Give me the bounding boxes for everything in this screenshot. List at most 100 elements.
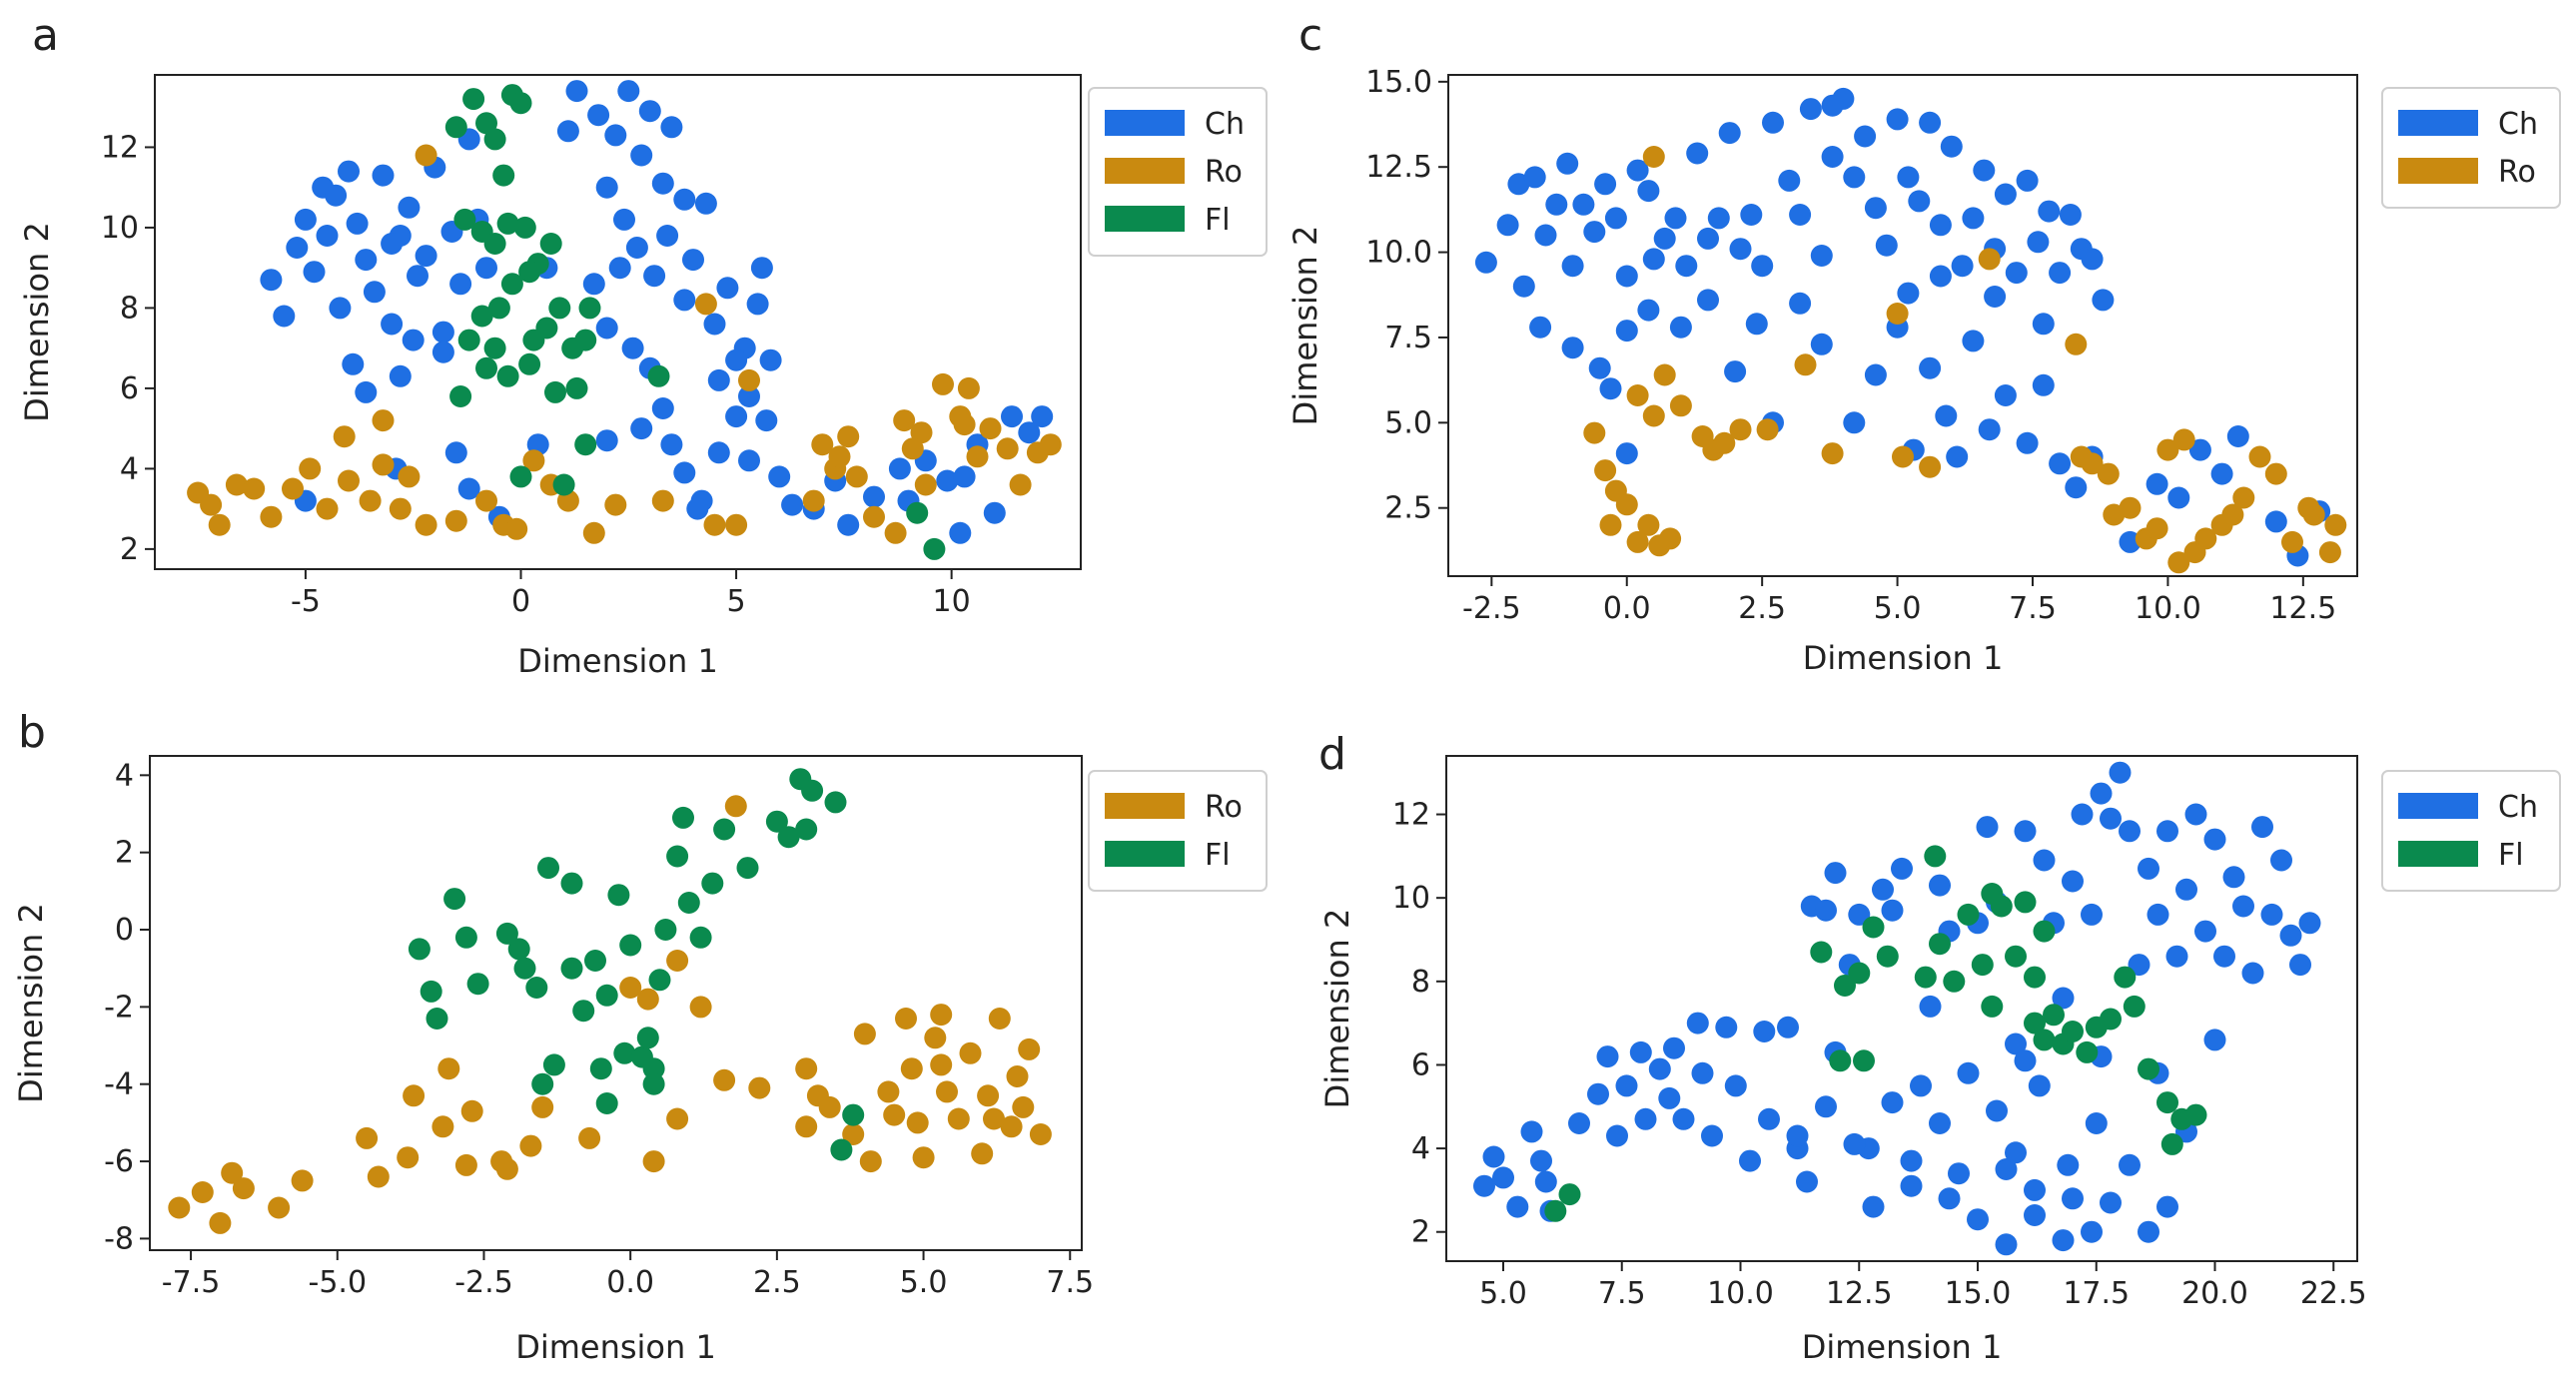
scatter-point-ch: [1724, 1074, 1747, 1097]
scatter-point-ro: [932, 372, 954, 395]
scatter-point-ro: [191, 1181, 214, 1203]
scatter-point-ro: [333, 425, 356, 448]
scatter-point-fl: [518, 261, 541, 284]
scatter-point-ch: [1815, 899, 1837, 922]
scatter-point-ch: [1751, 255, 1774, 278]
scatter-point-fl: [1929, 933, 1951, 956]
scatter-point-ch: [1520, 1120, 1543, 1143]
scatter-point-ch: [1810, 245, 1833, 267]
scatter-point-fl: [824, 791, 847, 814]
scatter-point-ro: [983, 1107, 1005, 1130]
scatter-point-fl: [689, 926, 712, 949]
y-tick-label: 8: [120, 291, 139, 326]
scatter-point-ro: [859, 1150, 882, 1173]
scatter-point-ch: [1715, 1016, 1738, 1038]
scatter-point-fl: [654, 919, 677, 941]
scatter-point-ro: [795, 1057, 818, 1080]
scatter-point-ch: [2298, 912, 2321, 935]
scatter-point-ch: [1637, 180, 1660, 203]
legend-swatch-ro: [1105, 793, 1185, 819]
scatter-point-ch: [1599, 377, 1622, 400]
scatter-point-ro: [359, 489, 382, 512]
scatter-point-fl: [457, 329, 480, 351]
scatter-point-ch: [1561, 255, 1584, 278]
panel-letter: d: [1318, 729, 1346, 780]
scatter-point-fl: [906, 501, 929, 524]
scatter-point-ro: [200, 493, 223, 516]
scatter-point-ro: [316, 497, 339, 520]
scatter-point-ch: [694, 192, 717, 215]
scatter-point-ch: [582, 273, 605, 296]
scatter-point-ro: [1583, 421, 1606, 444]
scatter-point-ro: [651, 489, 674, 512]
scatter-point-fl: [619, 934, 642, 957]
scatter-point-ch: [2232, 895, 2254, 918]
scatter-point-ch: [953, 465, 976, 488]
x-tick-label: -2.5: [454, 1265, 513, 1300]
scatter-point-ch: [2016, 169, 2039, 192]
legend-swatch-ch: [2398, 793, 2478, 819]
scatter-point-ch: [1637, 299, 1660, 322]
scatter-point-ro: [232, 1177, 255, 1200]
scatter-point-fl: [1558, 1183, 1581, 1206]
scatter-point-ro: [877, 1080, 900, 1103]
scatter-point-ch: [2059, 204, 2082, 226]
scatter-point-ch: [1919, 111, 1942, 134]
scatter-point-ch: [2270, 849, 2292, 872]
scatter-point-fl: [2100, 1008, 2122, 1031]
scatter-point-ch: [1697, 227, 1719, 250]
scatter-point-ro: [168, 1196, 191, 1219]
y-tick-label: 7.5: [1384, 321, 1432, 355]
y-tick-label: 12.5: [1365, 150, 1432, 185]
scatter-point-ch: [1672, 1107, 1695, 1130]
scatter-point-ro: [299, 457, 322, 480]
scatter-point-ch: [1962, 207, 1985, 230]
scatter-point-ro: [260, 505, 283, 528]
scatter-point-fl: [487, 297, 510, 320]
legend-swatch-ch: [1105, 110, 1185, 136]
panel-c: c -2.5 0.0 2.5 5.0 7.5 10.0 12.5 2.5 5.0 7.5 10.0 12…: [1287, 10, 2561, 677]
scatter-point-ch: [1995, 1233, 2018, 1256]
scatter-point-ro: [1978, 248, 2001, 271]
scatter-point-ro: [1012, 1095, 1035, 1118]
scatter-point-ch: [329, 297, 352, 320]
scatter-point-ch: [2147, 903, 2169, 926]
scatter-point-ro: [795, 1115, 818, 1138]
scatter-point-fl: [642, 1072, 665, 1095]
scatter-point-fl: [923, 537, 946, 560]
scatter-point-ro: [818, 1095, 841, 1118]
x-tick-label: 2.5: [753, 1265, 801, 1300]
scatter-point-ch: [2049, 452, 2072, 475]
scatter-point-fl: [454, 926, 477, 949]
scatter-point-ch: [1962, 330, 1985, 352]
scatter-point-ro: [1626, 530, 1649, 553]
scatter-point-ro: [666, 1107, 689, 1130]
scatter-point-fl: [642, 1057, 665, 1080]
scatter-point-fl: [2005, 945, 2027, 968]
scatter-point-ch: [2138, 1220, 2159, 1243]
scatter-point-ch: [1891, 857, 1913, 880]
scatter-point-ro: [1713, 431, 1736, 454]
scatter-point-ro: [957, 376, 980, 399]
scatter-point-ch: [1976, 816, 1999, 839]
scatter-point-ch: [1556, 152, 1579, 175]
scatter-point-ch: [2038, 200, 2061, 223]
scatter-point-ch: [1648, 1057, 1671, 1080]
scatter-point-ro: [475, 489, 497, 512]
scatter-point-ch: [1897, 282, 1920, 305]
scatter-point-ro: [1642, 146, 1665, 168]
scatter-point-ch: [1938, 1187, 1961, 1210]
scatter-point-ch: [2165, 945, 2188, 968]
scatter-point-ch: [1740, 204, 1763, 226]
scatter-point-fl: [531, 1072, 554, 1095]
scatter-point-ch: [660, 433, 683, 456]
legend-label: Ro: [1205, 790, 1243, 825]
x-tick-label: 7.5: [1598, 1276, 1646, 1311]
legend-label: Ro: [2498, 155, 2536, 190]
scatter-point-ch: [1897, 166, 1920, 189]
scatter-point-ch: [595, 317, 618, 340]
scatter-point-ch: [725, 348, 748, 371]
legend-swatch-ch: [2398, 110, 2478, 136]
scatter-point-ro: [689, 996, 712, 1019]
